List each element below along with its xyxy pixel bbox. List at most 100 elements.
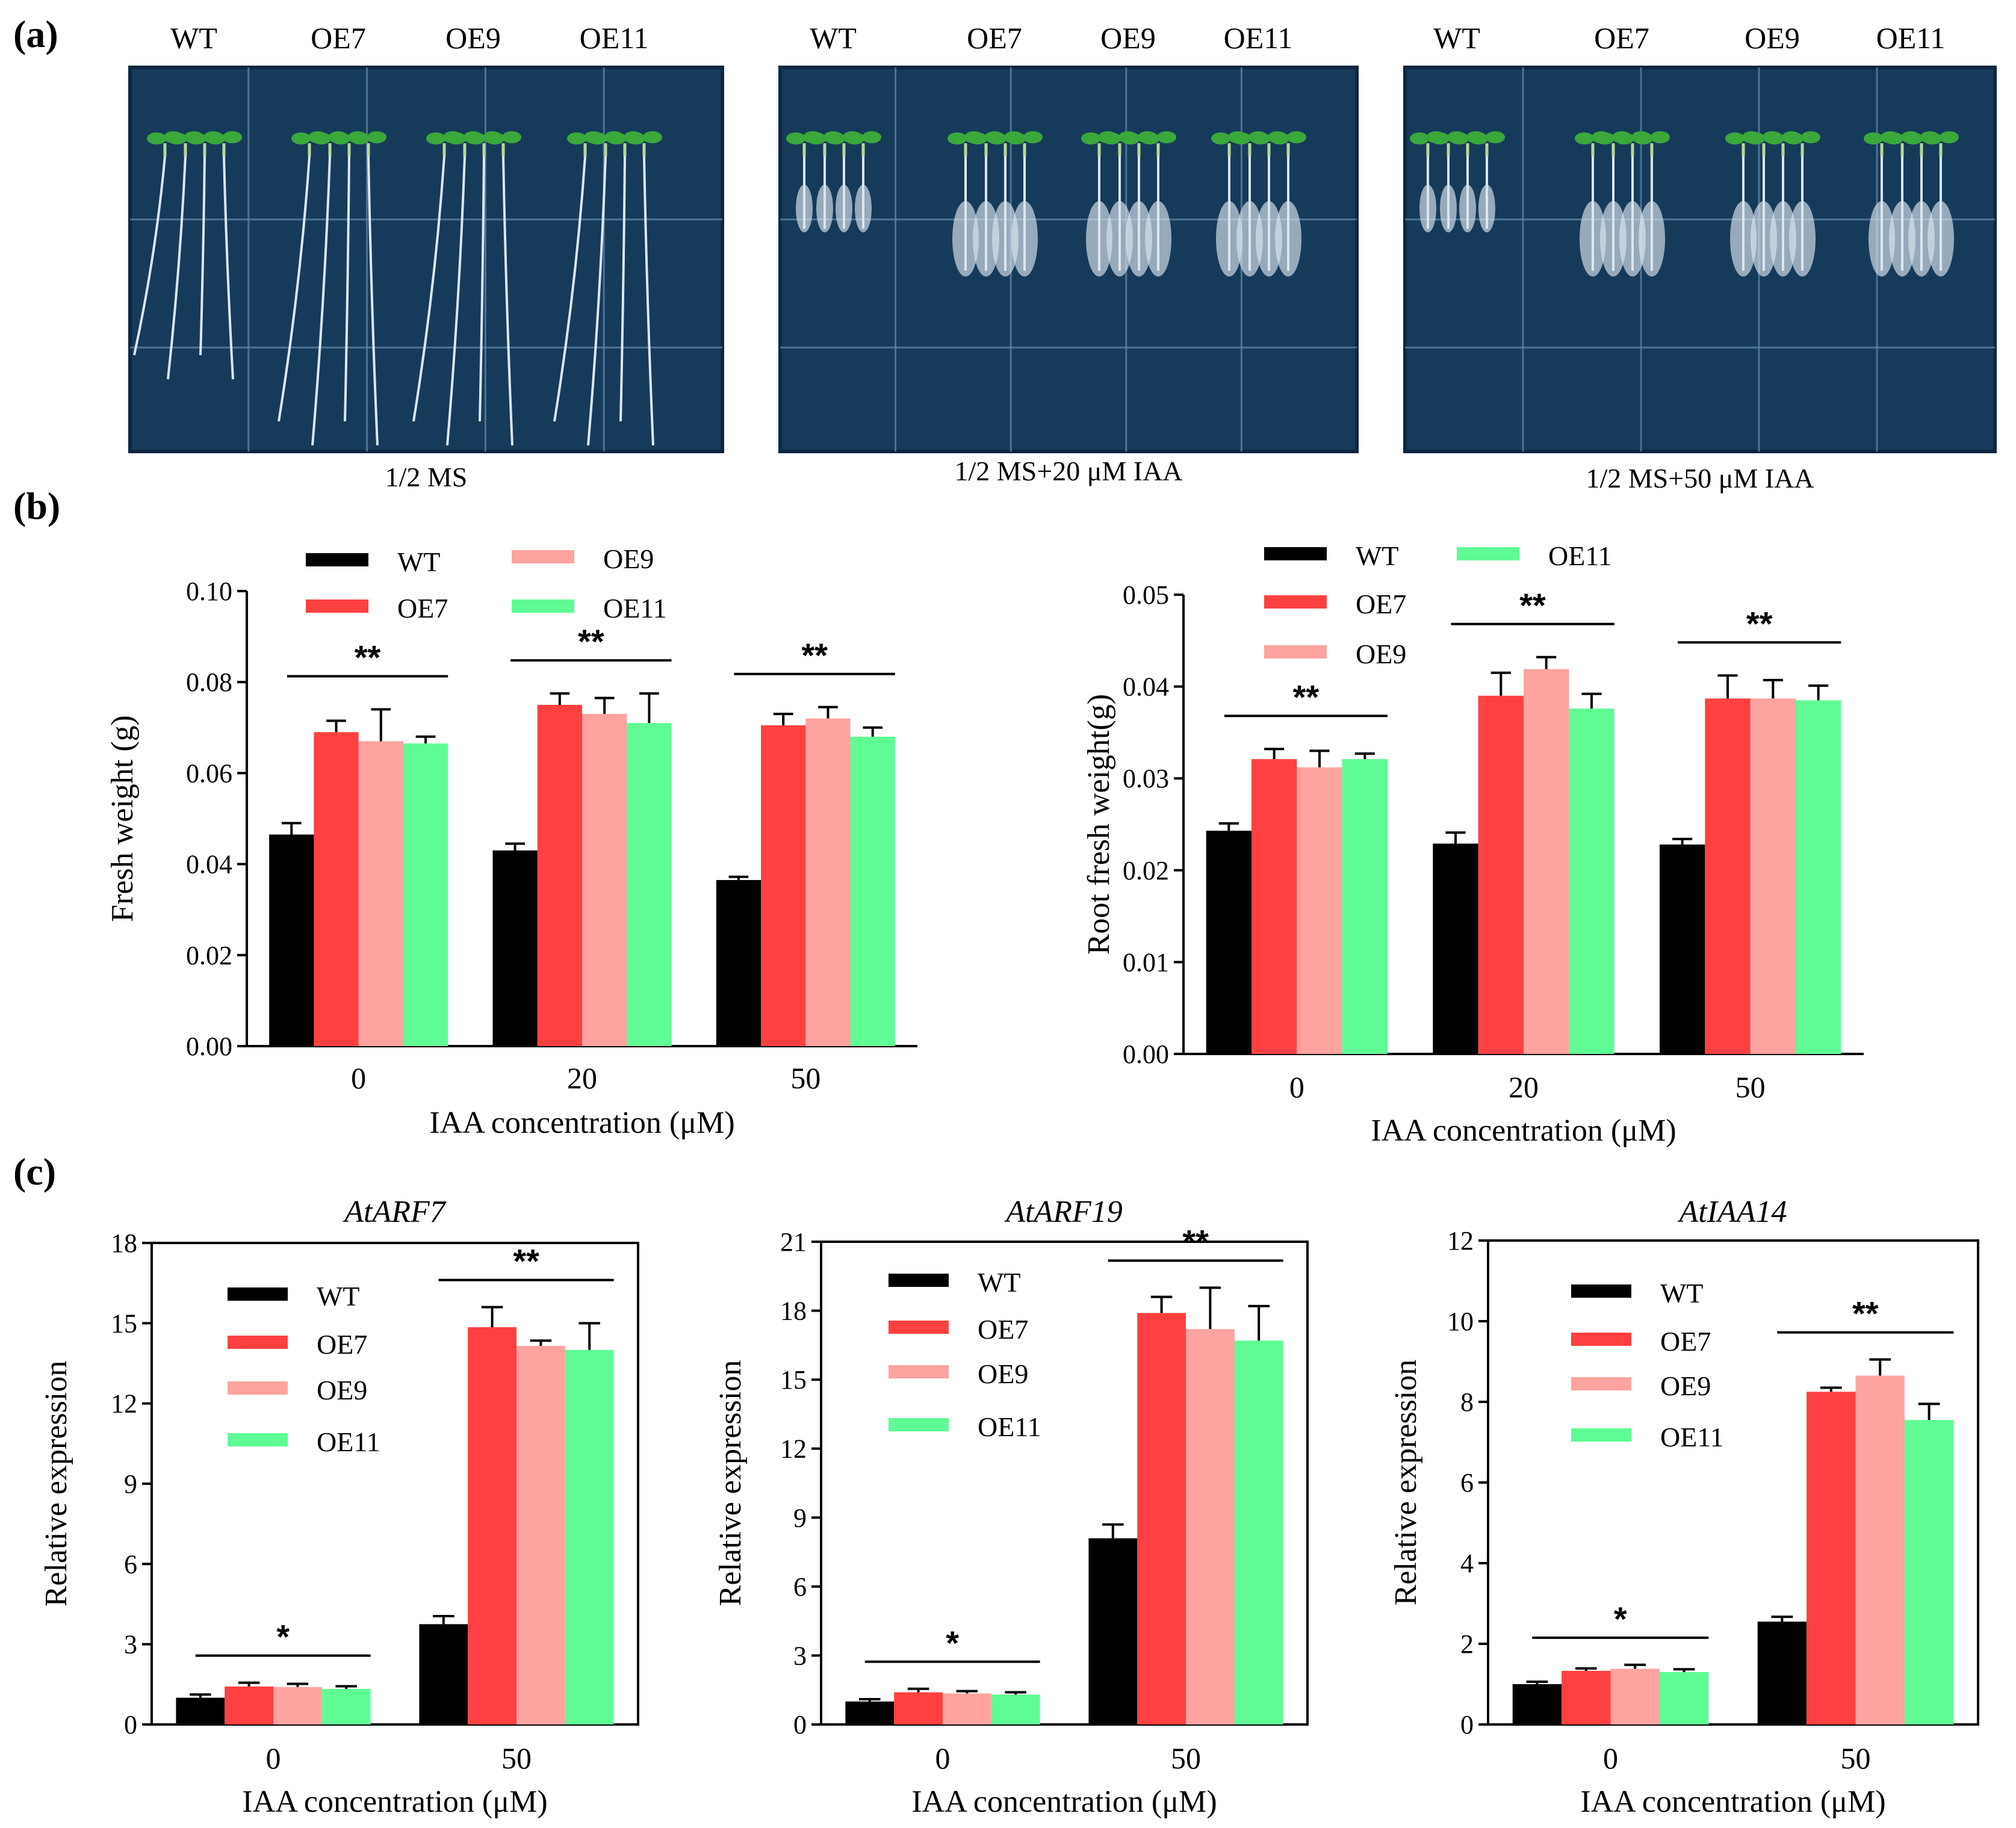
legend-label: WT [1356,541,1399,571]
y-tick-label: 0.02 [186,941,232,970]
cotyledon [1102,132,1121,144]
cotyledon [1211,132,1230,144]
y-tick-label: 0.00 [186,1032,232,1061]
y-tick-label: 0.04 [1123,672,1169,702]
y-tick-label: 6 [1460,1468,1474,1498]
legend-swatch [228,1433,288,1446]
bar-oe7 [1478,695,1524,1054]
y-axis-title: Root fresh weight(g) [1082,694,1116,955]
legend-label: OE9 [317,1375,367,1405]
seedling-group [1081,131,1176,277]
seedling-group [1725,131,1820,277]
bar-oe9 [582,714,627,1046]
bar-oe7 [537,705,582,1046]
cotyledon [1784,132,1804,144]
lateral-roots [1789,201,1816,277]
lateral-roots [1216,201,1242,277]
legend-label: OE11 [317,1427,380,1457]
lane-label: OE11 [1876,21,1946,55]
y-tick-label: 21 [780,1227,807,1257]
lateral-roots [1275,201,1301,277]
lane-label: OE9 [1745,21,1800,55]
cotyledon [1023,131,1043,143]
cotyledon [643,131,662,143]
x-axis-title: IAA concentration (μM) [242,1785,547,1819]
legend-swatch [1264,645,1327,658]
lane-label: OE7 [1594,21,1649,55]
x-tick-label: 0 [935,1741,951,1775]
bar-oe11 [627,723,672,1046]
cotyledon [1251,132,1270,144]
lateral-roots [1869,201,1895,277]
cotyledon [1595,132,1614,144]
x-tick-label: 0 [1603,1741,1618,1775]
y-axis-title: Fresh weight (g) [105,715,140,922]
cotyledon [187,132,206,144]
cotyledon [862,131,881,143]
legend-label: OE7 [1660,1326,1711,1357]
legend-swatch [889,1365,949,1378]
legend-label: OE7 [397,593,448,624]
bar-oe11 [1569,708,1614,1054]
y-tick-label: 6 [793,1572,807,1602]
legend-swatch [228,1336,288,1349]
y-tick-label: 0.03 [1123,764,1169,793]
legend-label: WT [317,1281,360,1312]
plate-3: WT OE7 OE9 OE11 1/2 MS+50 μM IAA [1403,21,1997,494]
lateral-roots [1751,201,1777,277]
lateral-roots [816,184,833,232]
legend-swatch [512,600,574,613]
root [311,156,331,446]
plate-border [778,66,1359,453]
cotyledon [1575,132,1594,144]
bar-wt [1660,844,1705,1054]
bar-oe7 [1137,1313,1186,1724]
lateral-roots [1770,201,1796,277]
cotyledon [1746,132,1765,144]
lateral-roots [836,184,852,232]
bar-oe7 [1251,759,1297,1054]
cotyledon [1903,132,1923,144]
cotyledon [968,132,987,144]
cotyledon [1864,132,1883,144]
lane-label: OE9 [1100,21,1156,55]
cotyledon [826,132,845,144]
bar-wt [269,834,314,1046]
legend-swatch [1571,1333,1631,1346]
y-tick-label: 15 [111,1309,137,1338]
seedling-group [412,131,521,446]
x-axis-title: IAA concentration (μM) [911,1785,1217,1819]
root [199,156,206,356]
y-tick-label: 3 [793,1641,807,1670]
cotyledon [607,132,626,144]
x-tick-label: 50 [1841,1741,1871,1775]
x-tick-label: 20 [1509,1070,1539,1104]
cotyledon [1410,132,1429,144]
lane-label: OE11 [1224,21,1293,55]
x-tick-label: 20 [567,1061,597,1095]
bar-wt [492,850,538,1046]
cotyledon [1157,131,1176,143]
x-tick-label: 50 [1735,1070,1766,1104]
cotyledon [1725,132,1745,144]
chart-title: AtARF19 [1004,1195,1123,1229]
bar-wt [845,1701,895,1724]
bar-oe11 [1904,1420,1954,1724]
bar-oe9 [1524,669,1569,1054]
cotyledon [1081,132,1100,144]
lateral-roots [1106,201,1133,277]
bar-oe11 [1796,700,1841,1054]
cotyledon [1765,132,1784,144]
lateral-roots [992,201,1019,277]
significance-label: ** [1182,1222,1209,1260]
significance-label: * [946,1624,959,1662]
cotyledon [1801,131,1820,143]
y-tick-label: 0.01 [1123,947,1169,977]
legend-swatch [1457,547,1519,560]
y-tick-label: 0 [1460,1710,1474,1740]
lateral-roots [1908,201,1935,277]
x-axis-title: IAA concentration (μM) [1580,1785,1885,1819]
legend-label: OE11 [603,593,667,624]
bar-oe7 [225,1686,273,1724]
